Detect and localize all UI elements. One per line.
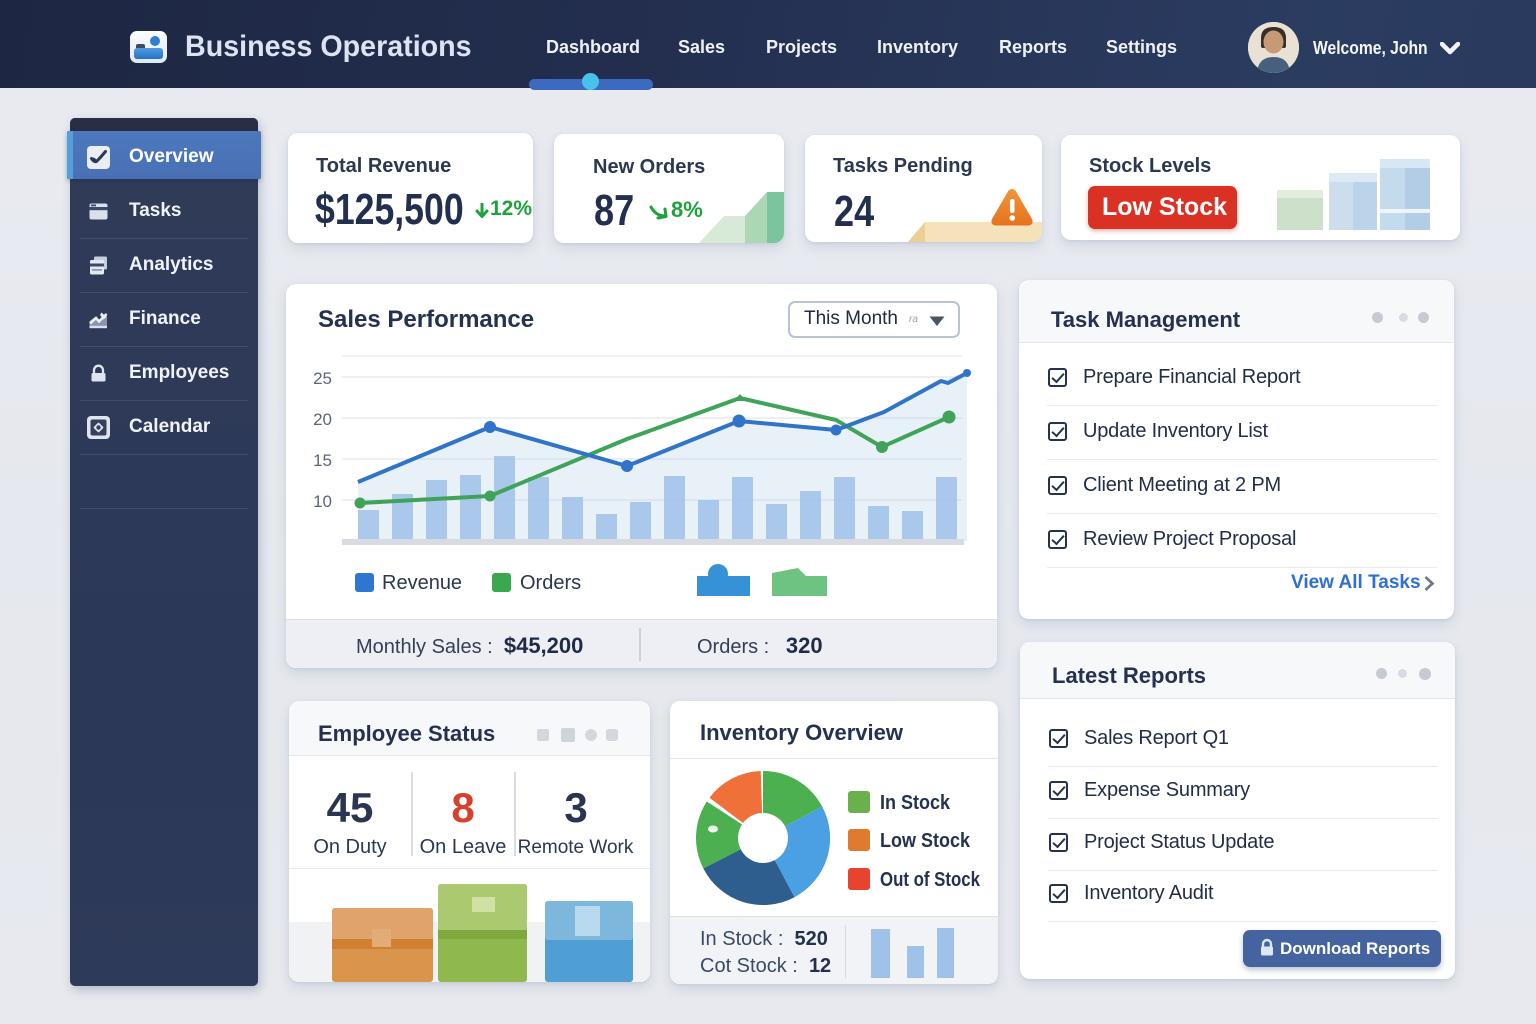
svg-text:25: 25 [313, 369, 332, 388]
svg-text:10: 10 [313, 492, 332, 511]
svg-text:Out of Stock: Out of Stock [880, 869, 981, 891]
svg-text:In Stock: In Stock [880, 792, 951, 814]
svg-text:15: 15 [313, 451, 332, 470]
svg-text:Orders: Orders [520, 572, 581, 594]
svg-text:Low Stock: Low Stock [880, 830, 971, 852]
svg-text:Revenue: Revenue [382, 572, 462, 594]
svg-text:20: 20 [313, 410, 332, 429]
